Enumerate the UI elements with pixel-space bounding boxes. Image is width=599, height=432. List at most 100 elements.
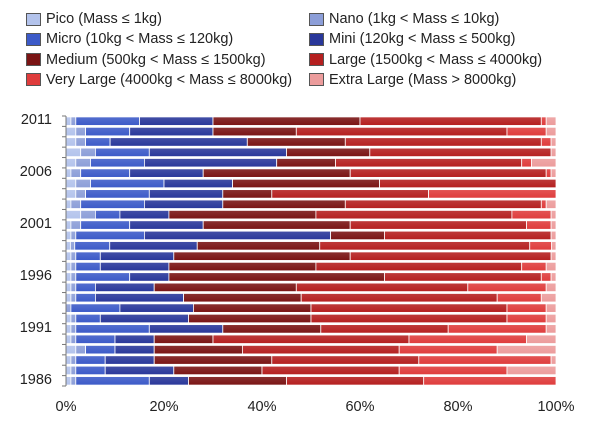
- bar-segment: [344, 199, 542, 209]
- bar-segment: [550, 209, 557, 220]
- bar-segment: [379, 178, 557, 189]
- bar-segment: [70, 365, 77, 376]
- x-tick-label: 60%: [345, 399, 375, 415]
- bar-segment: [286, 147, 371, 158]
- bar-segment: [99, 251, 175, 261]
- bar-segment: [104, 355, 155, 365]
- bar-segment: [65, 241, 71, 251]
- bar-segment: [447, 324, 547, 334]
- legend-item: Micro (10kg < Mass ≤ 120kg): [26, 31, 233, 47]
- bar-segment: [540, 293, 557, 303]
- bar-segment: [300, 293, 498, 303]
- legend-swatch: [26, 73, 41, 87]
- bar-segment: [75, 230, 145, 241]
- legend-label: Nano (1kg < Mass ≤ 10kg): [329, 11, 500, 27]
- bar-segment: [349, 251, 552, 261]
- bar-segment: [65, 293, 72, 303]
- bar-segment: [276, 158, 336, 168]
- bar-segment: [119, 209, 170, 220]
- bar-segment: [153, 282, 297, 293]
- bar-segment: [222, 324, 322, 334]
- bar-segment: [70, 230, 77, 241]
- bar-segment: [65, 158, 77, 168]
- legend-label: Mini (120kg < Mass ≤ 500kg): [329, 31, 516, 48]
- bar-segment: [70, 199, 82, 209]
- bar-segment: [65, 147, 82, 158]
- bar-segment: [75, 324, 150, 334]
- legend-swatch: [26, 12, 41, 26]
- bar-segment: [545, 303, 557, 313]
- bar-segment: [202, 168, 351, 178]
- bar-segment: [75, 355, 106, 365]
- bar-segment: [526, 334, 557, 344]
- bar-segment: [511, 209, 552, 220]
- bar-segment: [70, 261, 77, 272]
- bar-segment: [384, 272, 542, 282]
- legend-item: Nano (1kg < Mass ≤ 10kg): [309, 11, 499, 27]
- bar-segment: [369, 147, 552, 158]
- bar-segment: [90, 178, 165, 189]
- legend-swatch: [309, 32, 324, 46]
- bar-segment: [75, 344, 87, 355]
- legend-label: Large (1500kg < Mass ≤ 4000kg): [329, 51, 543, 68]
- legend-swatch: [309, 73, 324, 87]
- bar-segment: [80, 220, 131, 230]
- bar-segment: [65, 126, 77, 137]
- legend-swatch: [309, 12, 324, 26]
- bar-segment: [173, 365, 263, 376]
- bar-segment: [95, 293, 184, 303]
- bar-segment: [85, 126, 131, 137]
- bar-segment: [246, 137, 346, 147]
- bar-segment: [65, 261, 72, 272]
- bar-segment: [70, 334, 77, 344]
- x-tick-label: 100%: [537, 399, 575, 415]
- bar-segment: [70, 293, 77, 303]
- legend-item: Very Large (4000kg < Mass ≤ 8000kg): [26, 72, 292, 88]
- bar-segment: [65, 324, 72, 334]
- bar-segment: [85, 137, 111, 147]
- bar-segment: [143, 158, 278, 168]
- y-tick-label: 2011: [20, 112, 52, 129]
- bar-segment: [550, 137, 557, 147]
- legend-label: Micro (10kg < Mass ≤ 120kg): [46, 31, 234, 48]
- bar-segment: [85, 344, 116, 355]
- bar-segment: [104, 365, 175, 376]
- legend-swatch: [26, 53, 41, 67]
- bar-segment: [70, 303, 121, 313]
- bar-segment: [75, 126, 87, 137]
- bar-segment: [109, 137, 248, 147]
- legend-label: Pico (Mass ≤ 1kg): [46, 11, 162, 27]
- bar-segment: [212, 334, 410, 344]
- bar-segment: [80, 209, 96, 220]
- bar-segment: [70, 313, 77, 324]
- bar-segment: [545, 261, 557, 272]
- bar-segment: [70, 116, 77, 126]
- bar-segment: [349, 220, 528, 230]
- bar-segment: [65, 178, 77, 189]
- bar-segment: [148, 189, 224, 199]
- bar-segment: [550, 355, 557, 365]
- y-tick-label: 2006: [19, 164, 52, 181]
- bar-segment: [65, 313, 72, 324]
- bar-segment: [148, 147, 287, 158]
- bar-segment: [232, 178, 381, 189]
- bar-segment: [153, 355, 273, 365]
- bar-segment: [188, 313, 312, 324]
- bar-segment: [75, 282, 96, 293]
- bar-segment: [222, 199, 346, 209]
- bar-segment: [330, 230, 385, 241]
- bar-segment: [531, 158, 557, 168]
- bar-segment: [550, 272, 557, 282]
- bar-segment: [95, 209, 121, 220]
- bar-segment: [75, 137, 87, 147]
- bar-segment: [550, 230, 557, 241]
- bar-segment: [143, 230, 331, 241]
- bar-segment: [540, 199, 547, 209]
- bar-segment: [153, 344, 243, 355]
- bar-segment: [315, 261, 523, 272]
- legend-swatch: [26, 32, 41, 46]
- bar-segment: [65, 209, 82, 220]
- bar-segment: [295, 282, 469, 293]
- bar-segment: [65, 199, 72, 209]
- bar-segment: [550, 168, 557, 178]
